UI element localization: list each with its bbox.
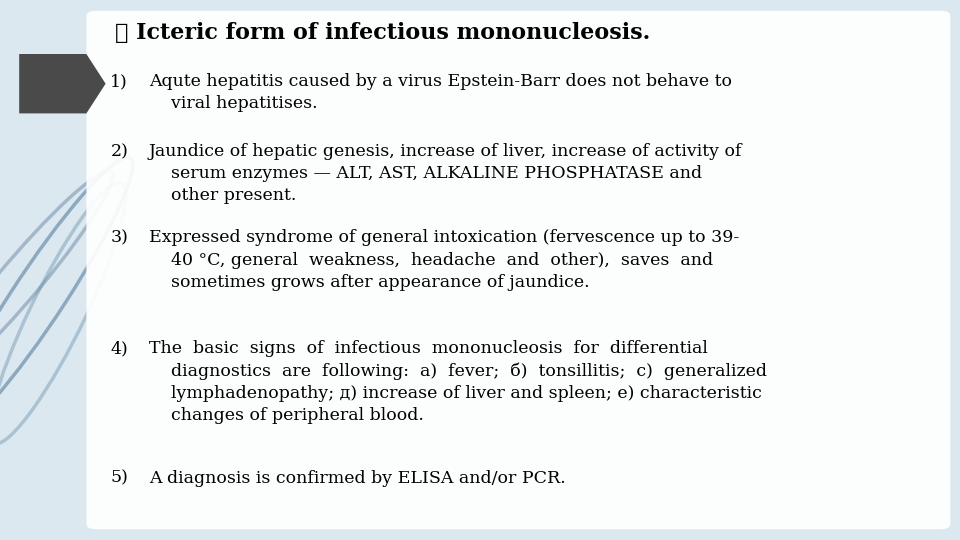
Polygon shape bbox=[19, 54, 106, 113]
Text: Jaundice of hepatic genesis, increase of liver, increase of activity of
    seru: Jaundice of hepatic genesis, increase of… bbox=[149, 143, 742, 205]
Text: A diagnosis is confirmed by ELISA and/or PCR.: A diagnosis is confirmed by ELISA and/or… bbox=[149, 470, 565, 487]
Text: 4): 4) bbox=[110, 340, 128, 357]
Text: 3): 3) bbox=[110, 230, 129, 246]
Text: The  basic  signs  of  infectious  mononucleosis  for  differential
    diagnost: The basic signs of infectious mononucleo… bbox=[149, 340, 767, 424]
Text: ➤ Icteric form of infectious mononucleosis.: ➤ Icteric form of infectious mononucleos… bbox=[115, 22, 651, 44]
Text: 1): 1) bbox=[110, 73, 128, 90]
Text: Expressed syndrome of general intoxication (fervescence up to 39-
    40 °C, gen: Expressed syndrome of general intoxicati… bbox=[149, 230, 739, 291]
Text: Aqute hepatitis caused by a virus Epstein-Barr does not behave to
    viral hepa: Aqute hepatitis caused by a virus Epstei… bbox=[149, 73, 732, 112]
Text: 5): 5) bbox=[110, 470, 129, 487]
Text: 2): 2) bbox=[110, 143, 129, 160]
FancyBboxPatch shape bbox=[86, 11, 950, 529]
